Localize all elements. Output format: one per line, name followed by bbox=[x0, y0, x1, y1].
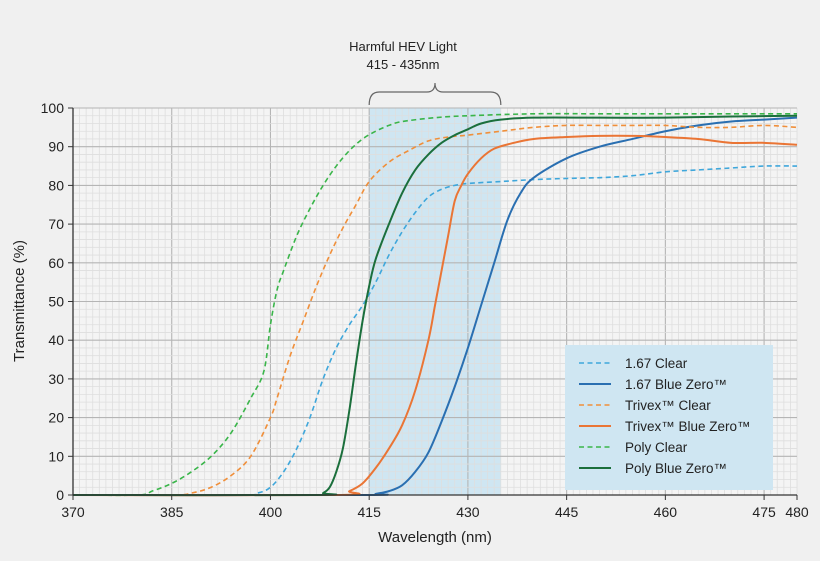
y-tick-label: 90 bbox=[48, 139, 64, 155]
x-tick-label: 460 bbox=[654, 504, 678, 520]
y-tick-label: 100 bbox=[41, 100, 65, 116]
series-line-5 bbox=[72, 114, 798, 497]
annotation-layer: Harmful HEV Light 415 - 435nm bbox=[349, 39, 457, 72]
y-tick-label: 10 bbox=[48, 448, 64, 464]
series-line-1 bbox=[72, 116, 798, 497]
legend-label-3: Trivex™ Blue Zero™ bbox=[625, 419, 751, 434]
hev-brace bbox=[368, 82, 502, 106]
x-axis-title: Wavelength (nm) bbox=[378, 529, 492, 546]
x-tick-label: 475 bbox=[752, 504, 776, 520]
x-tick-label: 370 bbox=[61, 504, 85, 520]
legend-box bbox=[565, 345, 773, 490]
hev-label-line1: Harmful HEV Light bbox=[349, 39, 457, 54]
x-tick-label: 480 bbox=[785, 504, 809, 520]
y-tick-label: 70 bbox=[48, 216, 64, 232]
y-tick-label: 60 bbox=[48, 255, 64, 271]
y-tick-label: 20 bbox=[48, 410, 64, 426]
x-tick-label: 430 bbox=[456, 504, 480, 520]
legend-label-5: Poly Blue Zero™ bbox=[625, 461, 727, 476]
x-tick-label: 415 bbox=[358, 504, 382, 520]
series-line-4 bbox=[72, 112, 797, 497]
axis-layer: 370 385 400 415 430 445 460 475 480 0 10 20 30 40 50 60… bbox=[41, 100, 809, 520]
legend-label-0: 1.67 Clear bbox=[625, 356, 688, 371]
x-tick-label: 445 bbox=[555, 504, 579, 520]
y-tick-label: 80 bbox=[48, 177, 64, 193]
y-tick-label: 0 bbox=[56, 487, 64, 503]
x-tick-label: 400 bbox=[259, 504, 283, 520]
y-tick-label: 50 bbox=[48, 294, 64, 310]
series-line-3 bbox=[72, 134, 798, 497]
legend: 1.67 Clear 1.67 Blue Zero™ Trivex™ Clear Tr… bbox=[565, 345, 773, 490]
y-axis-title: Transmittance (%) bbox=[11, 240, 28, 362]
hev-label-line2: 415 - 435nm bbox=[367, 57, 440, 72]
series-line-0 bbox=[72, 165, 798, 496]
y-tick-label: 40 bbox=[48, 332, 64, 348]
legend-label-1: 1.67 Blue Zero™ bbox=[625, 377, 727, 392]
legend-label-2: Trivex™ Clear bbox=[625, 398, 711, 413]
series-layer bbox=[72, 112, 798, 497]
x-tick-label: 385 bbox=[160, 504, 184, 520]
series-line-2 bbox=[72, 124, 798, 496]
y-tick-label: 30 bbox=[48, 371, 64, 387]
legend-label-4: Poly Clear bbox=[625, 440, 688, 455]
